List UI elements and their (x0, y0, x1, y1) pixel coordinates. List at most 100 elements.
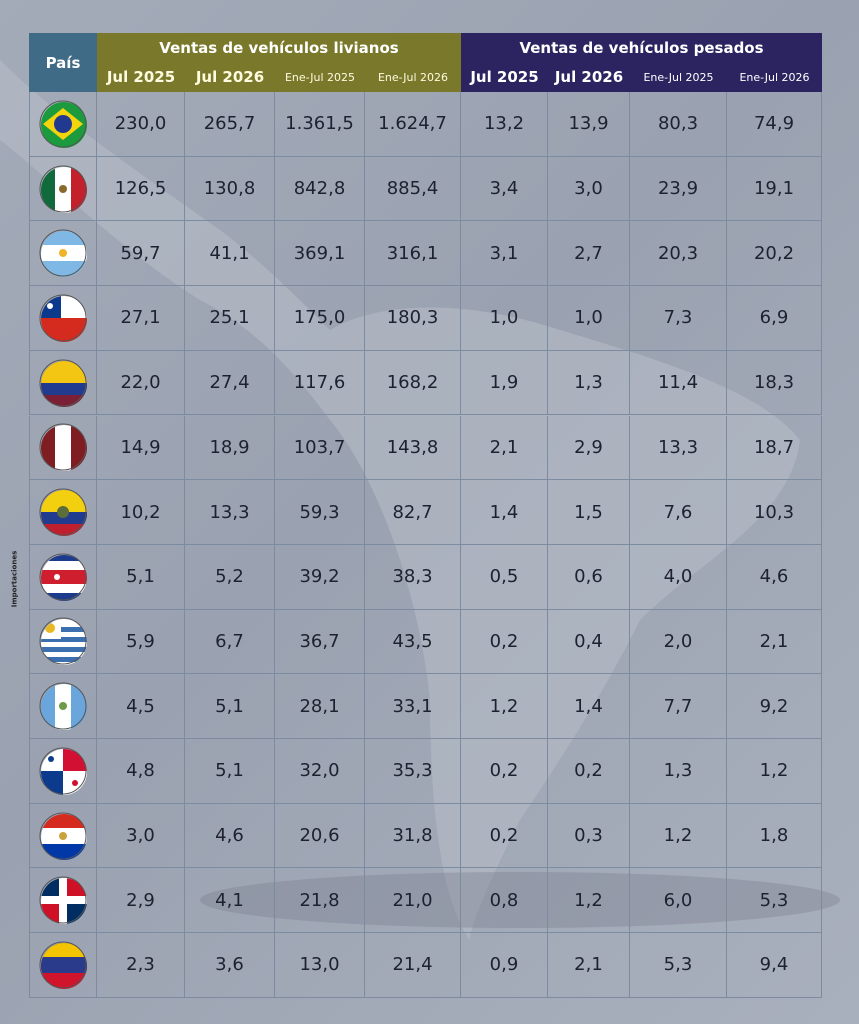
value-cell: 316,1 (365, 221, 461, 287)
column-header: Jul 2025 (461, 62, 548, 92)
value-cell: 32,0 (275, 739, 365, 804)
value-cell: 23,9 (630, 156, 727, 222)
value-cell: 33,1 (365, 674, 461, 739)
value-cell: 82,7 (365, 480, 461, 545)
value-cell: 1,2 (461, 674, 548, 739)
value-cell: 4,0 (630, 544, 727, 610)
value-cell: 0,2 (548, 739, 630, 804)
flag (39, 812, 87, 860)
value-cell: 3,6 (185, 933, 275, 998)
value-cell: 6,7 (185, 609, 275, 675)
value-cell: 180,3 (365, 286, 461, 351)
column-header: Jul 2025 (97, 62, 185, 92)
value-cell: 5,9 (97, 609, 185, 675)
flag (39, 229, 87, 278)
value-cell: 4,6 (185, 803, 275, 869)
flag (39, 423, 87, 472)
value-cell: 0,3 (548, 803, 630, 869)
group-header: Ventas de vehículos pesados (461, 33, 822, 62)
value-cell: 1,3 (548, 350, 630, 416)
side-label: Importaciones (10, 550, 19, 608)
value-cell: 265,7 (185, 92, 275, 157)
value-cell: 13,3 (185, 480, 275, 545)
value-cell: 4,6 (727, 544, 822, 610)
value-cell: 59,3 (275, 480, 365, 545)
flag-cell (29, 221, 97, 287)
value-cell: 5,1 (185, 674, 275, 739)
value-cell: 28,1 (275, 674, 365, 739)
value-cell: 3,4 (461, 156, 548, 222)
value-cell: 20,6 (275, 803, 365, 869)
value-cell: 7,3 (630, 286, 727, 351)
value-cell: 13,9 (548, 92, 630, 157)
value-cell: 0,2 (461, 739, 548, 804)
flag-cell (29, 156, 97, 222)
value-cell: 19,1 (727, 156, 822, 222)
value-cell: 0,4 (548, 609, 630, 675)
value-cell: 2,1 (727, 609, 822, 675)
column-header: Ene-Jul 2026 (727, 62, 822, 92)
value-cell: 74,9 (727, 92, 822, 157)
value-cell: 31,8 (365, 803, 461, 869)
value-cell: 5,1 (97, 544, 185, 610)
column-header: Jul 2026 (185, 62, 275, 92)
value-cell: 9,2 (727, 674, 822, 739)
value-cell: 230,0 (97, 92, 185, 157)
value-cell: 126,5 (97, 156, 185, 222)
value-cell: 3,0 (548, 156, 630, 222)
value-cell: 168,2 (365, 350, 461, 416)
value-cell: 2,7 (548, 221, 630, 287)
value-cell: 6,0 (630, 868, 727, 934)
value-cell: 38,3 (365, 544, 461, 610)
value-cell: 27,1 (97, 286, 185, 351)
value-cell: 1,0 (461, 286, 548, 351)
value-cell: 0,9 (461, 933, 548, 998)
column-header: Ene-Jul 2025 (275, 62, 365, 92)
value-cell: 59,7 (97, 221, 185, 287)
value-cell: 0,2 (461, 803, 548, 869)
flag (39, 876, 87, 925)
flag-cell (29, 868, 97, 934)
value-cell: 130,8 (185, 156, 275, 222)
value-cell: 1,3 (630, 739, 727, 804)
value-cell: 43,5 (365, 609, 461, 675)
value-cell: 143,8 (365, 415, 461, 481)
value-cell: 10,3 (727, 480, 822, 545)
value-cell: 13,2 (461, 92, 548, 157)
flag-cell (29, 480, 97, 545)
value-cell: 2,9 (97, 868, 185, 934)
value-cell: 1,4 (548, 674, 630, 739)
value-cell: 21,0 (365, 868, 461, 934)
value-cell: 6,9 (727, 286, 822, 351)
value-cell: 13,0 (275, 933, 365, 998)
flag (39, 165, 87, 213)
value-cell: 39,2 (275, 544, 365, 610)
value-cell: 14,9 (97, 415, 185, 481)
value-cell: 7,7 (630, 674, 727, 739)
value-cell: 41,1 (185, 221, 275, 287)
value-cell: 0,5 (461, 544, 548, 610)
value-cell: 1,8 (727, 803, 822, 869)
flag (39, 100, 87, 148)
flag (39, 941, 87, 989)
value-cell: 35,3 (365, 739, 461, 804)
value-cell: 117,6 (275, 350, 365, 416)
value-cell: 175,0 (275, 286, 365, 351)
flag-cell (29, 803, 97, 869)
value-cell: 9,4 (727, 933, 822, 998)
value-cell: 21,8 (275, 868, 365, 934)
value-cell: 1,0 (548, 286, 630, 351)
value-cell: 1,2 (548, 868, 630, 934)
flag-cell (29, 674, 97, 739)
column-header: Ene-Jul 2025 (630, 62, 727, 92)
flag (39, 488, 87, 537)
flag (39, 747, 87, 795)
value-cell: 5,1 (185, 739, 275, 804)
value-cell: 2,9 (548, 415, 630, 481)
value-cell: 0,2 (461, 609, 548, 675)
value-cell: 80,3 (630, 92, 727, 157)
value-cell: 2,1 (548, 933, 630, 998)
value-cell: 4,5 (97, 674, 185, 739)
flag (39, 617, 87, 666)
